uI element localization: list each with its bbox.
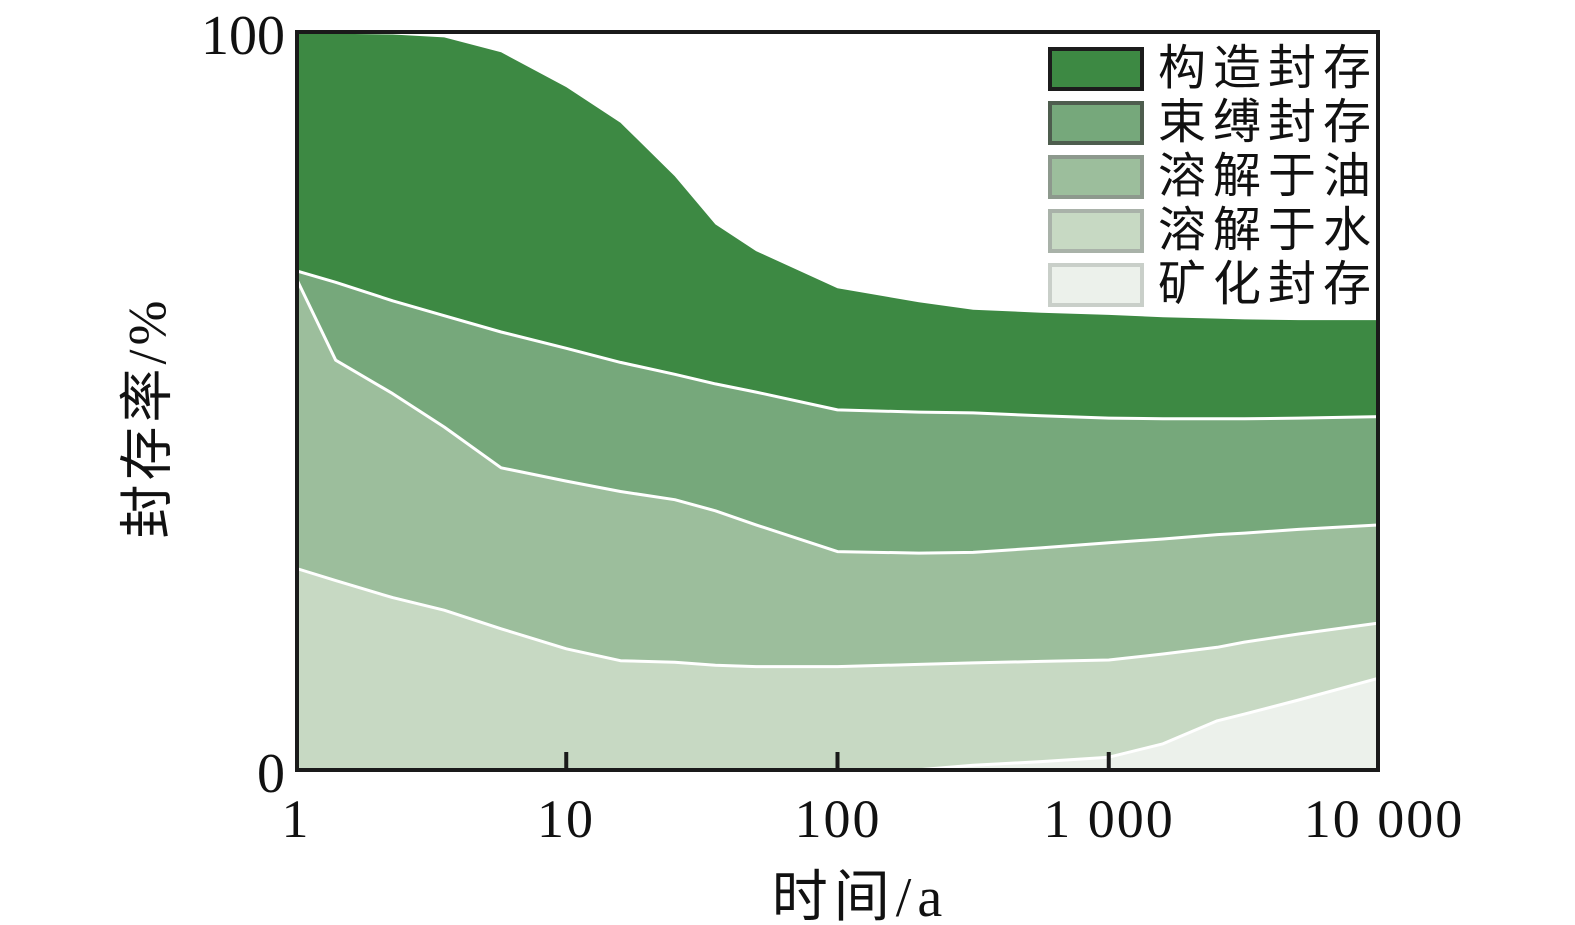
legend: 构造封存 束缚封存 溶解于油 溶解于水 矿化封存 — [1048, 42, 1378, 312]
legend-label-water-dissolved: 溶解于水 — [1158, 204, 1379, 257]
area-oil-dissolved — [295, 275, 1380, 667]
x-axis-title: 时间/a — [771, 867, 949, 925]
boundary-line-mineral — [837, 676, 1381, 774]
legend-swatch-mineral — [1048, 263, 1144, 307]
legend-item-oil-dissolved: 溶解于油 — [1048, 150, 1378, 204]
y-axis-title: 封存率/% — [117, 296, 178, 539]
area-structural — [295, 33, 1380, 419]
area-mineral — [295, 677, 1380, 772]
legend-item-water-dissolved: 溶解于水 — [1048, 204, 1378, 258]
area-residual — [295, 270, 1380, 554]
y-axis-tick-label-min: 0 — [257, 743, 285, 805]
legend-item-residual: 束缚封存 — [1048, 96, 1378, 150]
legend-swatch-residual — [1048, 101, 1144, 145]
legend-item-mineral: 矿化封存 — [1048, 258, 1378, 312]
legend-swatch-oil-dissolved — [1048, 155, 1144, 199]
x-axis-tick-label-1000: 1 000 — [1043, 789, 1175, 849]
legend-swatch-structural — [1048, 47, 1144, 91]
x-axis-tick-label-10000: 10 000 — [1303, 789, 1465, 849]
legend-swatch-water-dissolved — [1048, 209, 1144, 253]
x-axis-tick-label-10: 10 — [537, 789, 595, 849]
x-axis-tick-label-100: 100 — [794, 789, 882, 849]
boundary-line-water-dissolved — [294, 566, 1381, 669]
boundary-line-oil-dissolved — [293, 274, 1381, 555]
legend-label-residual: 束缚封存 — [1158, 96, 1379, 149]
legend-label-mineral: 矿化封存 — [1158, 258, 1379, 311]
x-axis-tick-label-1: 1 — [281, 789, 311, 849]
legend-label-structural: 构造封存 — [1158, 42, 1379, 95]
area-water-dissolved — [295, 568, 1380, 772]
boundary-line-residual — [294, 268, 1381, 421]
y-axis-tick-label-max: 100 — [201, 5, 285, 67]
legend-label-oil-dissolved: 溶解于油 — [1158, 150, 1379, 203]
legend-item-structural: 构造封存 — [1048, 42, 1378, 96]
plot-frame — [295, 30, 1380, 772]
